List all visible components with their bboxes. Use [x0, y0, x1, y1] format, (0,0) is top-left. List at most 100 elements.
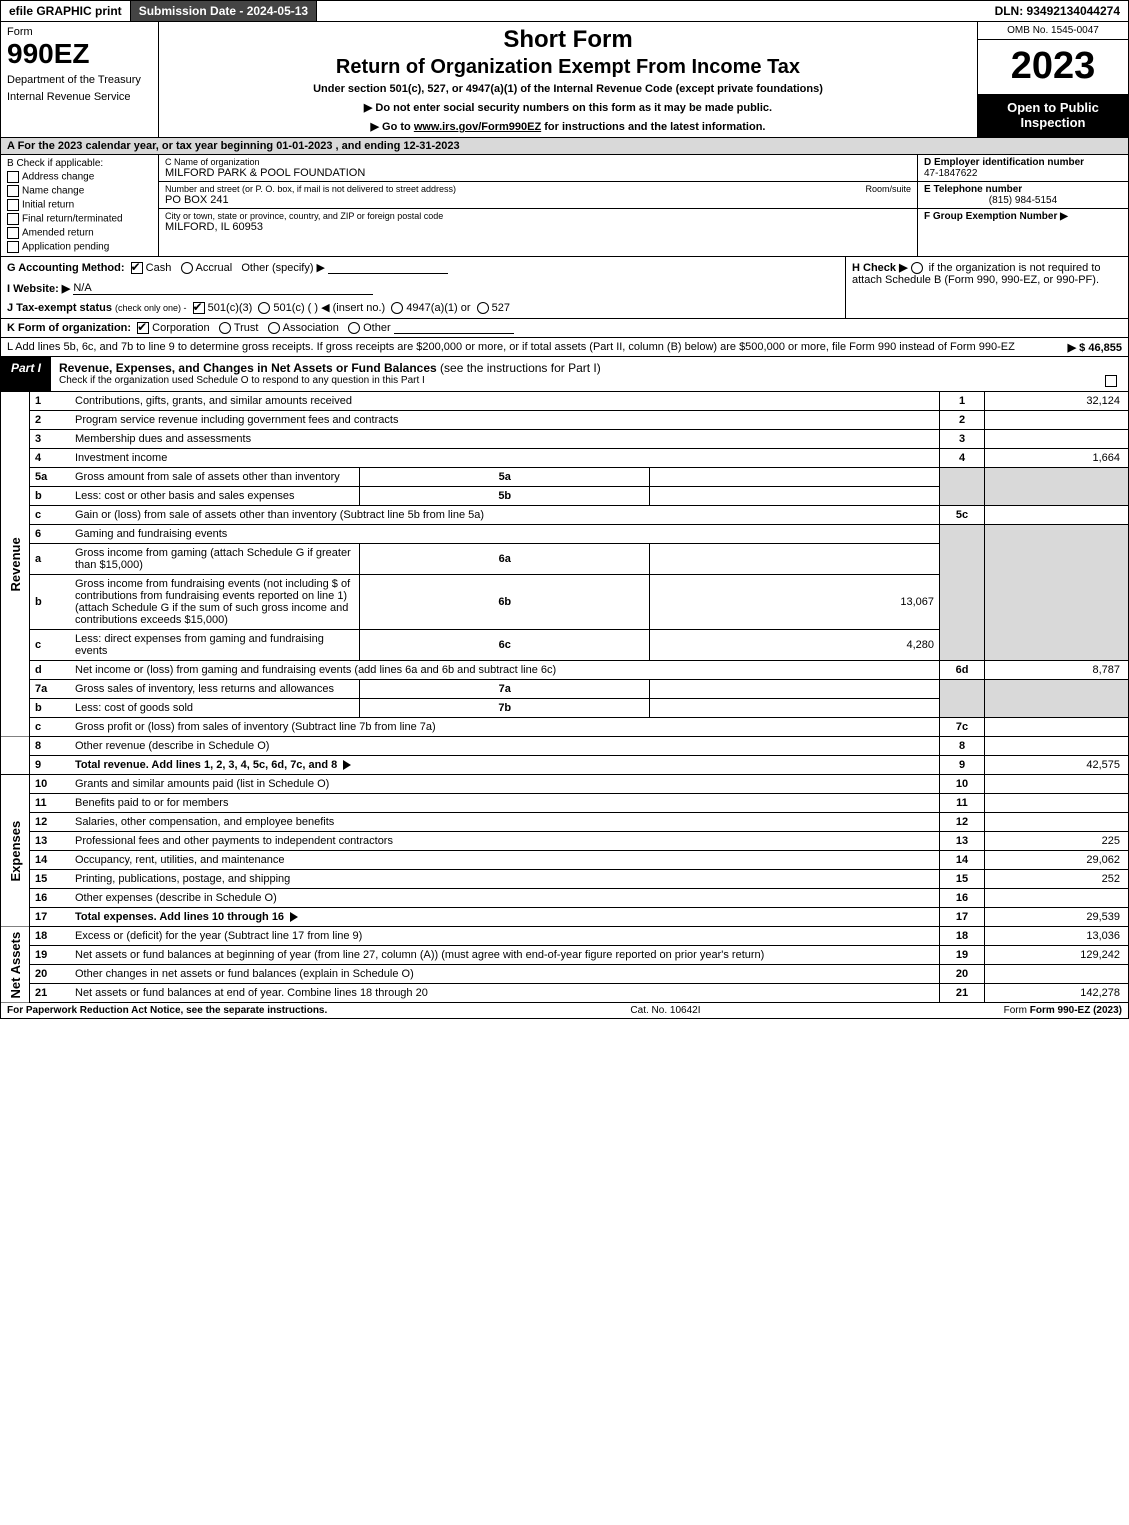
opt-amended-return[interactable]: Amended return: [7, 227, 152, 239]
l6d-desc: Net income or (loss) from gaming and fun…: [70, 661, 940, 680]
org-other-radio[interactable]: [348, 322, 360, 334]
opt-name-change[interactable]: Name change: [7, 185, 152, 197]
l11-rval: [985, 794, 1129, 813]
revenue-table: Revenue 1 Contributions, gifts, grants, …: [0, 392, 1129, 775]
opt-address-change[interactable]: Address change: [7, 171, 152, 183]
row-10: Expenses 10 Grants and similar amounts p…: [1, 775, 1129, 794]
status-4947-radio[interactable]: [391, 302, 403, 314]
l21-num: 21: [30, 984, 71, 1003]
irs-link[interactable]: www.irs.gov/Form990EZ: [414, 121, 541, 133]
note-ssn: ▶ Do not enter social security numbers o…: [167, 101, 969, 114]
l19-desc: Net assets or fund balances at beginning…: [70, 946, 940, 965]
l3-rlbl: 3: [940, 430, 985, 449]
l16-desc: Other expenses (describe in Schedule O): [70, 889, 940, 908]
l5c-rlbl: 5c: [940, 506, 985, 525]
row-14: 14 Occupancy, rent, utilities, and maint…: [1, 851, 1129, 870]
line-h-label: H Check ▶: [852, 262, 908, 274]
org-assoc-radio[interactable]: [268, 322, 280, 334]
status-4947-label: 4947(a)(1) or: [406, 302, 470, 314]
note-link: ▶ Go to www.irs.gov/Form990EZ for instru…: [167, 120, 969, 133]
row-7c: c Gross profit or (loss) from sales of i…: [1, 718, 1129, 737]
l2-rlbl: 2: [940, 411, 985, 430]
l17-desc-bold: Total expenses. Add lines 10 through 16: [75, 911, 284, 923]
l7a-mv: [650, 680, 940, 699]
method-cash-checkbox[interactable]: [131, 262, 143, 274]
l3-desc: Membership dues and assessments: [70, 430, 940, 449]
line-j-small: (check only one) -: [115, 303, 187, 313]
row-12: 12 Salaries, other compensation, and emp…: [1, 813, 1129, 832]
status-501c3-checkbox[interactable]: [193, 302, 205, 314]
row-4: 4 Investment income 4 1,664: [1, 449, 1129, 468]
l1-num: 1: [30, 392, 71, 411]
l7ab-rval: [985, 680, 1129, 718]
form-title-block: Short Form Return of Organization Exempt…: [159, 22, 977, 137]
box-def: D Employer identification number 47-1847…: [917, 155, 1128, 256]
l15-desc: Printing, publications, postage, and shi…: [70, 870, 940, 889]
line-g-label: G Accounting Method:: [7, 262, 125, 274]
group-exemption-label: F Group Exemption Number ▶: [924, 211, 1068, 222]
row-6d: d Net income or (loss) from gaming and f…: [1, 661, 1129, 680]
line-k-label: K Form of organization:: [7, 322, 131, 334]
opt-initial-return[interactable]: Initial return: [7, 199, 152, 211]
schedule-b-radio[interactable]: [911, 262, 923, 274]
street-label: Number and street (or P. O. box, if mail…: [165, 184, 911, 194]
efile-print[interactable]: efile GRAPHIC print: [1, 1, 131, 21]
l18-num: 18: [30, 927, 71, 946]
l6b-mv: 13,067: [650, 575, 940, 630]
department-irs: Internal Revenue Service: [7, 91, 152, 104]
l7c-rlbl: 7c: [940, 718, 985, 737]
org-corp-checkbox[interactable]: [137, 322, 149, 334]
status-527-radio[interactable]: [477, 302, 489, 314]
l19-rval: 129,242: [985, 946, 1129, 965]
box-b-label: B Check if applicable:: [7, 158, 152, 169]
l10-num: 10: [30, 775, 71, 794]
department-treasury: Department of the Treasury: [7, 74, 152, 87]
l21-rval: 142,278: [985, 984, 1129, 1003]
line-a: A For the 2023 calendar year, or tax yea…: [0, 138, 1129, 155]
l18-desc: Excess or (deficit) for the year (Subtra…: [70, 927, 940, 946]
org-other-label: Other: [363, 322, 391, 334]
schedule-o-checkbox[interactable]: [1105, 375, 1117, 387]
city-label: City or town, state or province, country…: [165, 211, 911, 221]
l2-num: 2: [30, 411, 71, 430]
form-id: Form 990EZ Department of the Treasury In…: [1, 22, 159, 137]
box-c: C Name of organization MILFORD PARK & PO…: [159, 155, 917, 256]
org-trust-radio[interactable]: [219, 322, 231, 334]
l6d-rlbl: 6d: [940, 661, 985, 680]
org-other-input[interactable]: [394, 333, 514, 334]
method-other-input[interactable]: [328, 273, 448, 274]
l8-num: 8: [30, 737, 71, 756]
opt-application-pending[interactable]: Application pending: [7, 241, 152, 253]
l6b-num: b: [30, 575, 71, 630]
status-501c-radio[interactable]: [258, 302, 270, 314]
opt-final-return-label: Final return/terminated: [22, 214, 123, 225]
l9-desc-bold: Total revenue. Add lines 1, 2, 3, 4, 5c,…: [75, 759, 337, 771]
l8-rval: [985, 737, 1129, 756]
l5c-desc: Gain or (loss) from sale of assets other…: [70, 506, 940, 525]
method-accrual-label: Accrual: [196, 262, 233, 274]
l13-rlbl: 13: [940, 832, 985, 851]
netassets-table: Net Assets 18 Excess or (deficit) for th…: [0, 927, 1129, 1003]
l6-num: 6: [30, 525, 71, 544]
l12-num: 12: [30, 813, 71, 832]
footer-mid: Cat. No. 10642I: [630, 1005, 700, 1016]
opt-amended-return-label: Amended return: [22, 228, 94, 239]
subtitle: Under section 501(c), 527, or 4947(a)(1)…: [167, 83, 969, 95]
opt-final-return[interactable]: Final return/terminated: [7, 213, 152, 225]
line-l: L Add lines 5b, 6c, and 7b to line 9 to …: [0, 338, 1129, 357]
box-e: E Telephone number (815) 984-5154: [918, 182, 1128, 209]
row-13: 13 Professional fees and other payments …: [1, 832, 1129, 851]
lines-g-h: G Accounting Method: Cash Accrual Other …: [0, 257, 1129, 319]
l3-rval: [985, 430, 1129, 449]
l21-desc: Net assets or fund balances at end of ye…: [70, 984, 940, 1003]
phone-label: E Telephone number: [924, 184, 1022, 195]
line-l-amount: ▶ $ 46,855: [1068, 341, 1122, 354]
method-accrual-radio[interactable]: [181, 262, 193, 274]
l17-rval: 29,539: [985, 908, 1129, 927]
l16-rlbl: 16: [940, 889, 985, 908]
l6c-mv: 4,280: [650, 630, 940, 661]
status-501c3-label: 501(c)(3): [208, 302, 253, 314]
l9-rlbl: 9: [940, 756, 985, 775]
side-revenue: Revenue: [1, 392, 30, 737]
form-label: Form: [7, 26, 152, 38]
